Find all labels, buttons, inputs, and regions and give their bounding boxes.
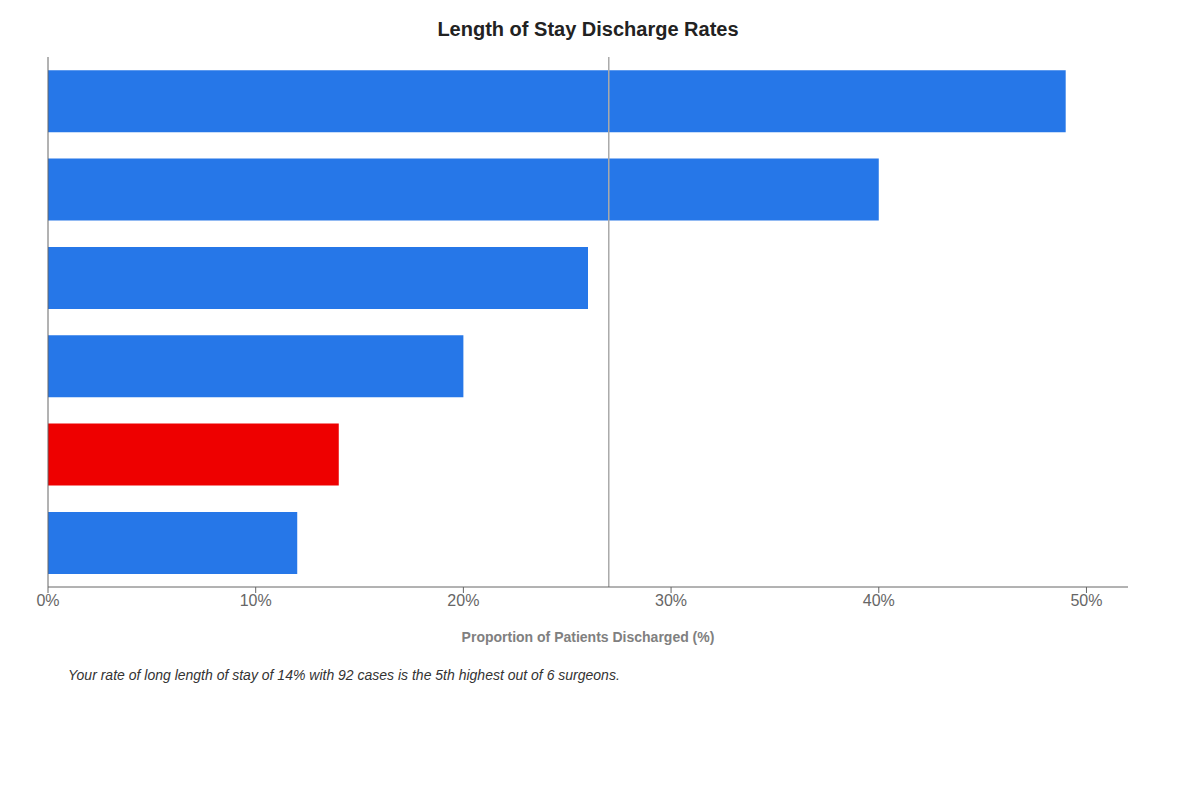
svg-text:30%: 30% — [655, 592, 687, 609]
html-text:Length of Stay Discharge Rates: Length of Stay Discharge Rates — [437, 18, 739, 40]
svg-text:10%: 10% — [240, 592, 272, 609]
svg-text:Proportion of Patients Dischar: Proportion of Patients Discharged (%) — [462, 629, 715, 645]
svg-text:20%: 20% — [447, 592, 479, 609]
svg-text:40%: 40% — [863, 592, 895, 609]
html-text:Your rate of long length of st: Your rate of long length of stay of 14% … — [68, 667, 620, 683]
svg-text:50%: 50% — [1070, 592, 1102, 609]
svg-text:0%: 0% — [36, 592, 59, 609]
